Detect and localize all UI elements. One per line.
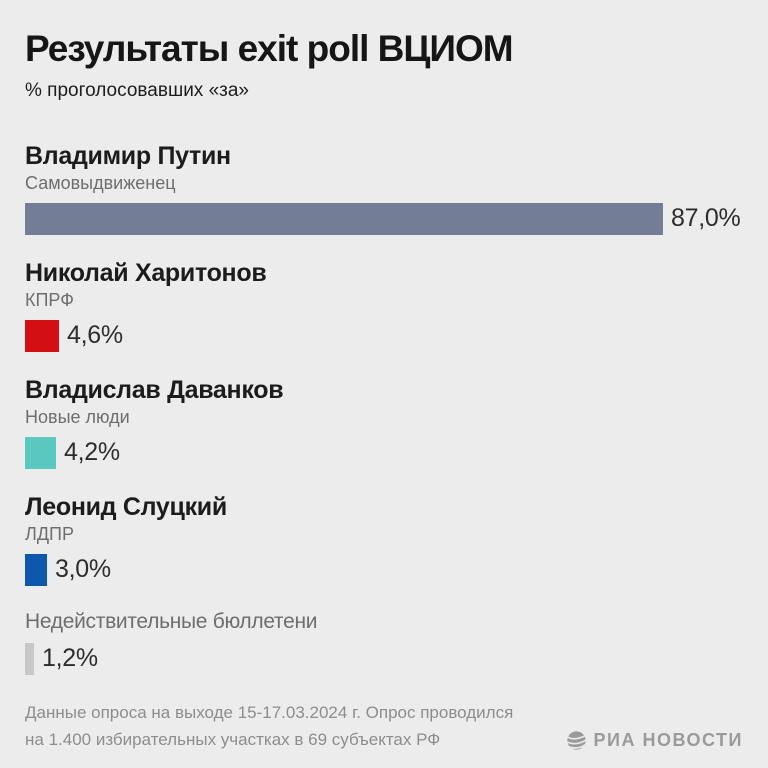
page-title: Результаты exit poll ВЦИОМ — [25, 28, 514, 69]
result-bar — [25, 553, 47, 586]
result-bar — [25, 642, 34, 675]
footer: Данные опроса на выходе 15-17.03.2024 г.… — [25, 699, 743, 753]
candidate-name: Владимир Путин — [25, 141, 231, 170]
result-bar — [25, 436, 56, 469]
bar-row: 4,6% — [25, 319, 743, 352]
invalid-ballots-row: Недействительные бюллетени 1,2% — [25, 610, 743, 675]
candidate-row: Владислав Даванков Новые люди 4,2% — [25, 376, 743, 469]
candidate-party: КПРФ — [25, 289, 74, 310]
bar-row: 1,2% — [25, 642, 743, 675]
survey-note-line1: Данные опроса на выходе 15-17.03.2024 г.… — [25, 702, 514, 722]
ria-globe-icon — [566, 730, 586, 750]
exit-poll-chart: Владимир Путин Самовыдвиженец 87,0% Нико… — [25, 142, 743, 675]
bar-row: 3,0% — [25, 553, 743, 586]
result-value: 87,0% — [671, 204, 741, 233]
candidate-row: Владимир Путин Самовыдвиженец 87,0% — [25, 142, 743, 235]
invalid-ballots-label: Недействительные бюллетени — [25, 609, 318, 633]
candidate-party: ЛДПР — [25, 523, 74, 544]
candidate-row: Леонид Слуцкий ЛДПР 3,0% — [25, 493, 743, 586]
survey-note: Данные опроса на выходе 15-17.03.2024 г.… — [25, 699, 743, 753]
candidate-name: Леонид Слуцкий — [25, 492, 227, 521]
result-value: 4,6% — [67, 321, 123, 350]
candidate-party: Новые люди — [25, 406, 130, 427]
candidate-row: Николай Харитонов КПРФ 4,6% — [25, 259, 743, 352]
result-value: 1,2% — [42, 644, 98, 673]
candidate-party: Самовыдвиженец — [25, 172, 176, 193]
page-subtitle: % проголосовавших «за» — [25, 79, 249, 101]
result-bar — [25, 202, 663, 235]
result-value: 3,0% — [55, 555, 111, 584]
brand-name: РИА НОВОСТИ — [593, 729, 743, 750]
candidate-name: Николай Харитонов — [25, 258, 267, 287]
result-bar — [25, 319, 59, 352]
bar-row: 4,2% — [25, 436, 743, 469]
bar-row: 87,0% — [25, 202, 743, 235]
ria-novosti-logo: РИА НОВОСТИ — [566, 730, 743, 751]
candidate-name: Владислав Даванков — [25, 375, 284, 404]
result-value: 4,2% — [64, 438, 120, 467]
survey-note-line2: на 1.400 избирательных участках в 69 суб… — [25, 729, 441, 749]
